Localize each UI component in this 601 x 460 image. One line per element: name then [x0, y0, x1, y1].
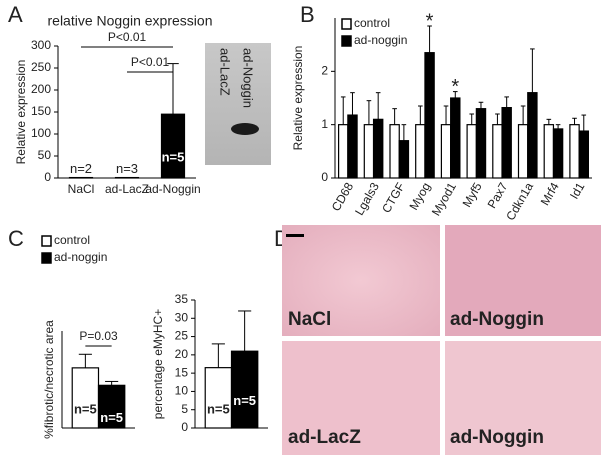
y-tick-label: 0 [44, 170, 51, 184]
legend-swatch [41, 252, 52, 264]
gel-image: ad-LacZ ad-Noggin [205, 43, 271, 165]
bar [230, 350, 259, 429]
y-tick-label: 250 [31, 60, 51, 74]
micrograph-label: ad-Noggin [450, 309, 544, 330]
legend-label: control [54, 233, 90, 247]
legend-label: ad-noggin [354, 33, 407, 47]
gel-lane-label: ad-LacZ [218, 48, 233, 96]
micrographs: NaCl ad-Noggin ad-LacZ ad-Noggin [282, 225, 601, 455]
bar-label: n=5 [100, 410, 123, 425]
micrograph [282, 341, 440, 455]
bar [475, 108, 487, 179]
y-tick-label: 30 [175, 310, 189, 324]
y-tick-label: 15 [175, 365, 189, 379]
bar [424, 52, 435, 179]
panel-label: C [8, 226, 24, 251]
bar [517, 124, 529, 179]
y-tick-label: 20 [175, 347, 189, 361]
chart-title: relative Noggin expression [48, 13, 213, 29]
legend-swatch [341, 18, 352, 30]
y-tick-label: 50 [38, 148, 52, 162]
y-tick-label: 25 [175, 329, 189, 343]
bar [569, 124, 580, 179]
y-tick-label: 150 [31, 104, 51, 118]
y-axis-label: percentage eMyHC+ [151, 309, 165, 419]
bar [492, 124, 503, 179]
y-tick-label: 100 [31, 126, 51, 140]
y-tick-label: 10 [175, 384, 189, 398]
x-tick-label: Id1 [567, 180, 588, 202]
bar [160, 113, 186, 179]
bar-label: n=3 [116, 161, 138, 176]
scale-bar [286, 234, 304, 237]
bar-label: n=5 [233, 393, 256, 408]
bar [578, 130, 590, 179]
micrograph-label: ad-Noggin [450, 427, 544, 448]
y-tick-label: 35 [175, 292, 189, 306]
y-axis-label: Relative expression [14, 60, 28, 165]
bar [501, 106, 512, 179]
y-tick-label: 0 [321, 170, 328, 184]
micrograph-label: ad-LacZ [288, 427, 361, 448]
bar [415, 124, 426, 179]
bar [347, 114, 358, 179]
bar [71, 367, 100, 429]
y-tick-label: 0 [181, 420, 188, 434]
x-tick-label: ad-Noggin [145, 182, 200, 196]
bar-label: n=2 [70, 161, 92, 176]
panel-label: B [300, 2, 315, 27]
bar [440, 124, 452, 179]
micrograph [445, 341, 601, 455]
bar [204, 367, 233, 429]
micrograph-label: NaCl [288, 309, 331, 330]
y-tick-label: 2 [321, 64, 328, 78]
micrograph [282, 225, 440, 336]
significance-label: P<0.01 [131, 55, 170, 69]
panel-label: A [8, 2, 23, 27]
bar [97, 384, 126, 429]
x-tick-label: Lgals3 [352, 180, 382, 218]
bar-label: n=5 [74, 401, 97, 416]
y-tick-label: 300 [31, 38, 51, 52]
gel-band [231, 123, 259, 135]
y-axis-label: %fibrotic/necrotic area [42, 320, 56, 439]
legend-swatch [41, 235, 52, 247]
x-tick-label: Mrf4 [538, 180, 562, 208]
annotation: * [426, 10, 434, 32]
bar [372, 118, 384, 179]
significance-label: P=0.03 [79, 329, 118, 343]
bar [543, 124, 555, 179]
bar-label: n=5 [162, 150, 185, 165]
y-tick-label: 5 [181, 402, 188, 416]
micrograph [445, 225, 601, 336]
y-tick-label: 200 [31, 82, 51, 96]
bar [552, 128, 564, 179]
x-tick-label: CTGF [379, 180, 407, 215]
y-tick-label: 1 [321, 117, 328, 131]
x-tick-label: Myf5 [460, 180, 485, 210]
x-tick-label: NaCl [68, 182, 95, 196]
legend-label: control [354, 16, 390, 30]
gel-background [205, 43, 271, 165]
x-tick-label: ad-LacZ [105, 182, 149, 196]
bar [398, 140, 410, 179]
x-tick-label: Myog [406, 180, 433, 212]
significance-label: P<0.01 [108, 30, 147, 44]
y-axis-label: Relative expression [291, 46, 305, 151]
x-tick-label: Myod1 [429, 180, 459, 218]
annotation: * [451, 76, 459, 98]
bar [363, 124, 375, 179]
bar-label: n=5 [207, 401, 230, 416]
gel-lane-label: ad-Noggin [241, 48, 256, 108]
x-tick-label: Pax7 [485, 180, 511, 211]
legend-swatch [341, 35, 352, 47]
legend-label: ad-noggin [54, 250, 107, 264]
bar [389, 124, 400, 179]
bar [450, 97, 461, 179]
bar [527, 92, 538, 179]
bar [466, 124, 477, 179]
bar [337, 124, 349, 179]
